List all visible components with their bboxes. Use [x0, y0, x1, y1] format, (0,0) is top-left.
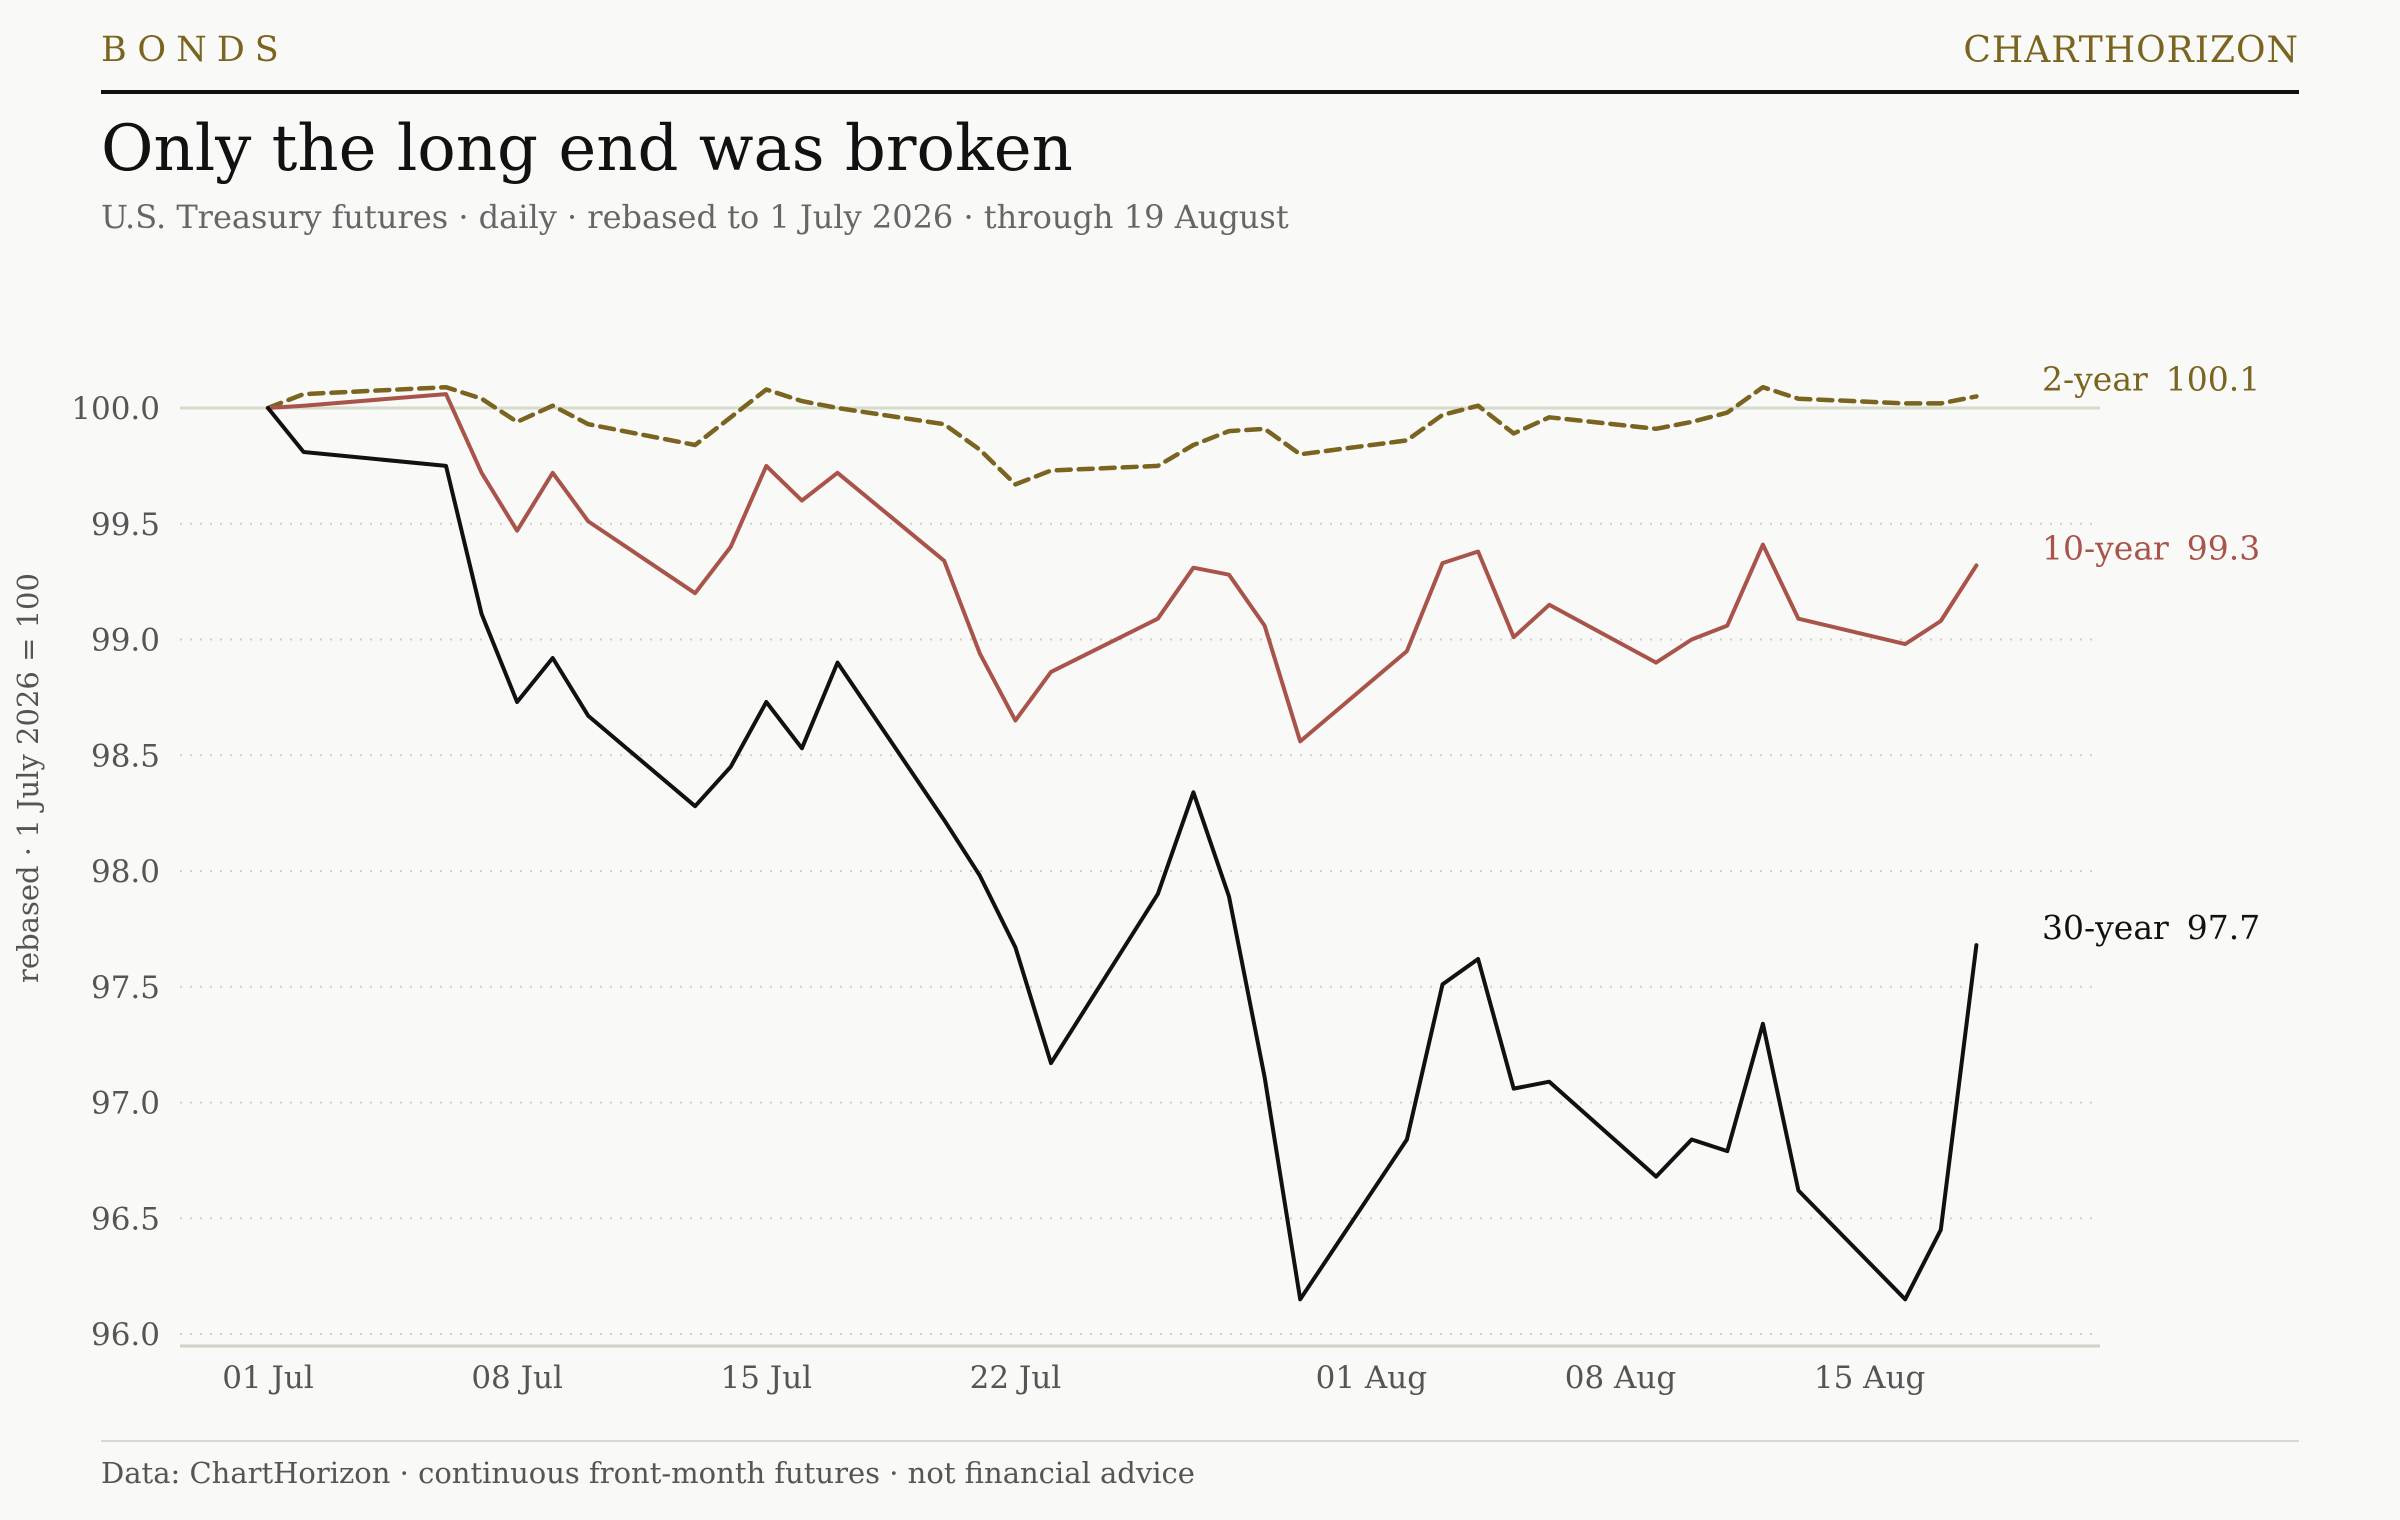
x-tick-label: 22 Jul	[970, 1360, 1062, 1396]
series-end-value: 97.7	[2187, 908, 2260, 947]
series-end-value: 99.3	[2187, 528, 2260, 567]
x-tick-label: 08 Aug	[1565, 1360, 1677, 1396]
line-chart: 96.0 96.5 97.0 97.5 98.0 98.5 99.0 99.5 100.0 01 …	[11, 359, 2260, 1396]
series-line-30-year	[266, 406, 1979, 1302]
series-name: 10-year	[2042, 528, 2169, 567]
grid-layer	[180, 406, 2100, 1335]
y-tick-label: 97.5	[91, 970, 160, 1006]
series-line-2-year	[265, 384, 1979, 487]
label-layer: 2-year 100.1 10-year 99.3 30-year 97.7	[2042, 359, 2260, 947]
series-name: 2-year	[2042, 359, 2148, 398]
series-line-10-year	[266, 392, 1979, 744]
chart-subtitle: U.S. Treasury futures · daily · rebased …	[101, 198, 1289, 236]
series-end-value: 100.1	[2166, 359, 2260, 398]
brand-logo: CHARTHORIZON	[1963, 30, 2299, 71]
series-layer	[265, 384, 1979, 1302]
section-kicker: BONDS	[101, 30, 289, 70]
source-note: Data: ChartHorizon · continuous front-mo…	[101, 1456, 1195, 1490]
y-tick-label: 99.5	[91, 507, 160, 543]
y-tick-label: 98.0	[91, 854, 160, 890]
y-tick-label: 96.5	[91, 1201, 160, 1237]
x-tick-label: 01 Aug	[1316, 1360, 1428, 1396]
series-end-label-2-year: 2-year 100.1	[2042, 359, 2260, 398]
x-tick-label: 15 Aug	[1814, 1360, 1926, 1396]
series-end-label-30-year: 30-year 97.7	[2042, 908, 2260, 947]
y-tick-label: 100.0	[71, 391, 160, 427]
chart-title: Only the long end was broken	[101, 112, 1073, 186]
x-tick-label: 15 Jul	[720, 1360, 812, 1396]
x-tick-label: 01 Jul	[222, 1360, 314, 1396]
y-tick-label: 99.0	[91, 623, 160, 659]
bottom-rule	[101, 1440, 2299, 1442]
series-name: 30-year	[2042, 908, 2169, 947]
y-tick-label: 96.0	[91, 1317, 160, 1353]
y-tick-label: 98.5	[91, 738, 160, 774]
axis-layer: 96.0 96.5 97.0 97.5 98.0 98.5 99.0 99.5 100.0 01 …	[11, 391, 2100, 1396]
series-end-label-10-year: 10-year 99.3	[2042, 528, 2260, 567]
y-tick-label: 97.0	[91, 1086, 160, 1122]
y-axis-label: rebased · 1 July 2026 = 100	[11, 573, 45, 983]
top-rule	[101, 90, 2299, 94]
x-tick-label: 08 Jul	[471, 1360, 563, 1396]
